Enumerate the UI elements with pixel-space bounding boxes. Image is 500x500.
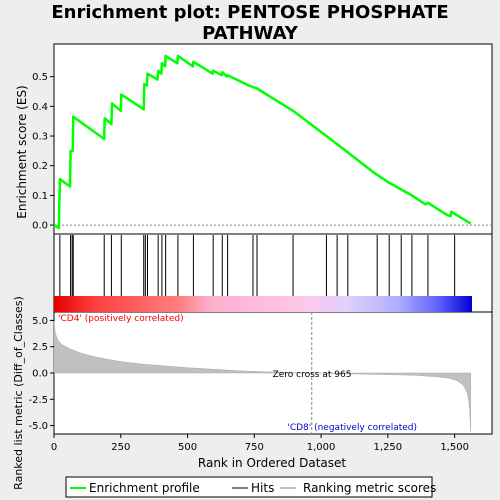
metric-y-tick-label: -2.5 bbox=[28, 395, 48, 406]
x-tick-label: 1,500 bbox=[440, 442, 469, 453]
es-y-tick-label: 0.5 bbox=[32, 72, 48, 83]
legend-enrichment-label: Enrichment profile bbox=[89, 481, 200, 495]
x-tick-label: 750 bbox=[245, 442, 264, 453]
metric-y-tick-label: -5.0 bbox=[28, 421, 48, 432]
chart-title-line-2: PATHWAY bbox=[202, 23, 298, 44]
chart-title: Enrichment plot: PENTOSE PHOSPHATE PATHW… bbox=[0, 2, 500, 44]
metric-y-tick-label: 0.0 bbox=[32, 369, 48, 380]
x-tick-label: 1,250 bbox=[374, 442, 403, 453]
es-y-tick-label: 0.1 bbox=[32, 191, 48, 202]
es-y-tick-label: 0.4 bbox=[32, 102, 48, 113]
x-axis-label: Rank in Ordered Dataset bbox=[198, 456, 346, 470]
x-tick-label: 1,000 bbox=[307, 442, 336, 453]
es-y-tick-label: 0.0 bbox=[32, 221, 48, 232]
legend-hits-label: Hits bbox=[251, 481, 274, 495]
es-panel bbox=[53, 43, 493, 235]
metric-y-tick-label: 5.0 bbox=[32, 316, 48, 327]
es-y-tick-label: 0.2 bbox=[32, 161, 48, 172]
x-tick-label: 250 bbox=[111, 442, 130, 453]
legend-metric-label: Ranking metric scores bbox=[303, 481, 436, 495]
metric-y-axis-label: Ranked list metric (Diff_of_Classes) bbox=[12, 296, 25, 490]
chart-title-line-1: Enrichment plot: PENTOSE PHOSPHATE bbox=[51, 2, 449, 23]
pos-correlated-label: 'CD4' (positively correlated) bbox=[58, 314, 184, 324]
es-y-axis-label: Enrichment score (ES) bbox=[15, 85, 29, 218]
neg-correlated-label: 'CD8' (negatively correlated) bbox=[287, 423, 417, 433]
enrichment-profile-line bbox=[53, 54, 472, 230]
ranking-metric-area bbox=[53, 321, 471, 432]
x-tick-label: 0 bbox=[51, 442, 57, 453]
x-tick-label: 500 bbox=[178, 442, 197, 453]
legend-box bbox=[65, 476, 433, 498]
zero-cross-label: Zero cross at 965 bbox=[273, 370, 352, 380]
es-y-tick-label: 0.3 bbox=[32, 132, 48, 143]
metric-y-tick-label: 2.5 bbox=[32, 342, 48, 353]
rank-color-bar bbox=[54, 296, 472, 312]
